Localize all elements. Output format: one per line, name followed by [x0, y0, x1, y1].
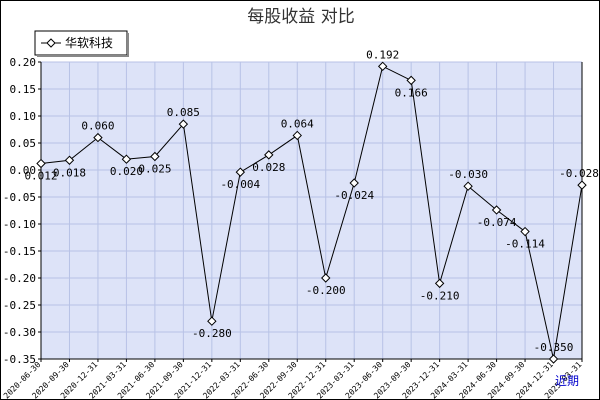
data-point-marker — [178, 119, 189, 129]
recent-period-link[interactable]: 近期 — [555, 374, 579, 388]
data-point-marker — [406, 75, 416, 86]
data-label: 0.025 — [138, 163, 171, 176]
x-tick-labels: 2020-06-302020-09-302020-12-312021-03-31… — [2, 359, 584, 399]
data-point-marker — [520, 226, 530, 237]
y-tick-label: -0.15 — [3, 245, 36, 258]
data-label: 0.166 — [395, 86, 428, 99]
data-point-marker — [548, 354, 559, 364]
y-tick-label: -0.10 — [3, 218, 36, 231]
data-label: 0.060 — [81, 120, 114, 133]
data-label: -0.028 — [559, 167, 599, 180]
y-tick-label: 0.20 — [10, 56, 37, 69]
data-label: 0.028 — [252, 161, 285, 174]
data-label: 0.020 — [110, 165, 143, 178]
plot-background — [41, 62, 582, 359]
data-label: -0.024 — [334, 189, 374, 202]
data-point-marker — [264, 150, 274, 160]
data-label: -0.030 — [448, 168, 488, 181]
chart-title: 每股收益 对比 — [247, 7, 354, 27]
data-label: -0.200 — [306, 284, 346, 297]
y-tick-label: 0.15 — [10, 83, 37, 96]
data-label: 0.018 — [53, 166, 86, 179]
y-tick-label: -0.20 — [3, 272, 36, 285]
data-label: 0.012 — [24, 170, 57, 183]
data-point-marker — [292, 130, 302, 141]
data-label: -0.350 — [534, 341, 574, 354]
data-label: -0.280 — [192, 327, 232, 340]
legend-shadow-right — [127, 33, 129, 57]
data-label: 0.192 — [366, 48, 399, 61]
data-point-marker — [577, 180, 587, 190]
legend-diamond-marker — [46, 38, 56, 48]
data-label: -0.114 — [505, 238, 545, 251]
data-label: 0.085 — [167, 106, 200, 119]
legend-label-huaruan: 华软科技 — [65, 36, 113, 50]
y-tick-label: -0.25 — [3, 299, 36, 312]
data-label: 0.064 — [281, 117, 314, 130]
data-point-marker — [36, 158, 46, 169]
y-tick-label: 0.10 — [10, 110, 37, 123]
data-point-marker — [349, 178, 359, 188]
data-point-marker — [64, 155, 75, 165]
y-tick-labels: 0.20 0.15 0.10 0.05 0.00 -0.05 -0.10 -0.15 -0.20… — [3, 56, 41, 366]
data-point-marker — [207, 316, 217, 326]
data-label: -0.074 — [477, 216, 517, 229]
data-point-marker — [150, 151, 160, 162]
data-point-marker — [321, 273, 331, 283]
y-tick-label: 0.00 — [10, 164, 37, 177]
data-label: -0.004 — [220, 178, 260, 191]
legend-shadow-bottom — [37, 55, 129, 57]
y-tick-label: -0.30 — [3, 326, 36, 339]
data-point-marker — [121, 154, 132, 164]
series-line-huaruan — [40, 65, 583, 360]
data-point-marker — [491, 205, 502, 215]
data-point-marker — [434, 278, 445, 289]
data-points — [36, 61, 587, 364]
data-point-marker — [93, 132, 103, 143]
legend: 华软科技 — [34, 30, 129, 57]
y-tick-label: 0.05 — [10, 137, 37, 150]
y-tick-label: -0.05 — [3, 191, 36, 204]
data-point-marker — [377, 61, 388, 72]
data-point-marker — [235, 167, 246, 177]
data-point-marker — [463, 181, 473, 191]
data-label: -0.210 — [420, 289, 460, 302]
y-tick-label: -0.35 — [3, 353, 36, 366]
